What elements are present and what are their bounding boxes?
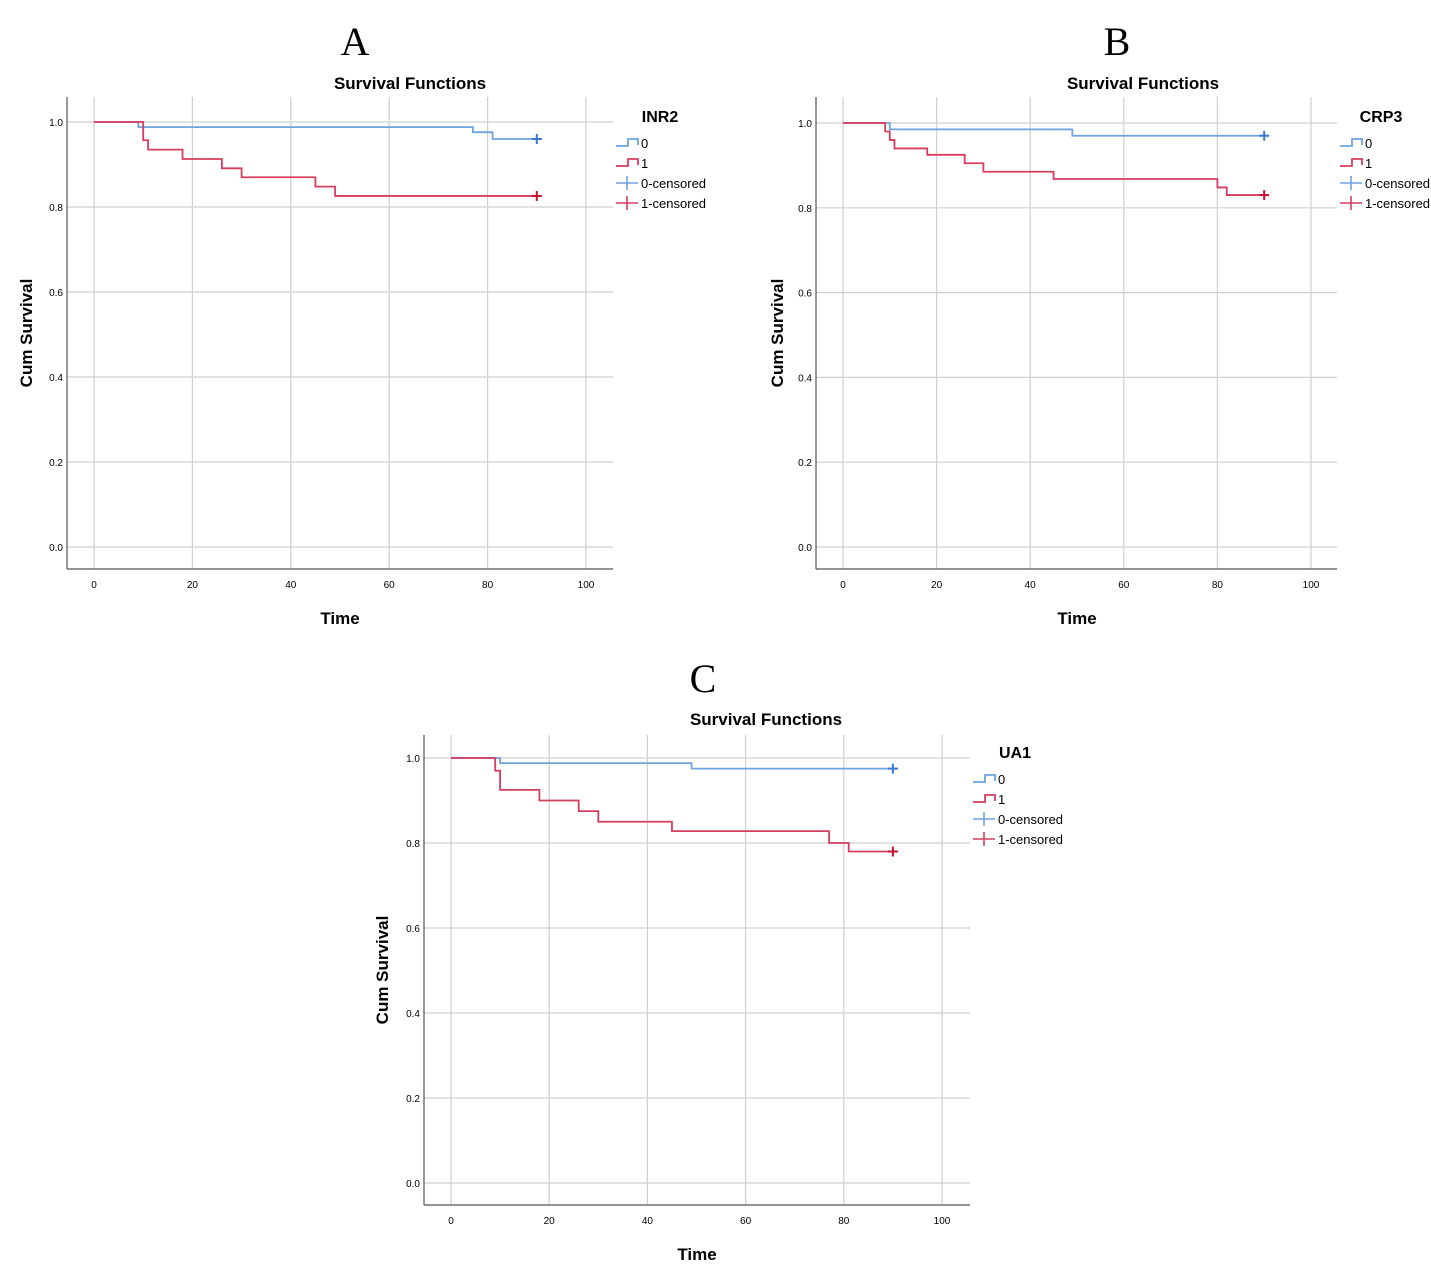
y-tick-label: 0.2 <box>49 458 63 469</box>
x-axis-label: Time <box>1057 609 1096 628</box>
chart-title: Survival Functions <box>1067 74 1219 93</box>
legend-title: CRP3 <box>1360 109 1403 126</box>
legend-label: 1-censored <box>998 832 1063 847</box>
legend-label: 1 <box>998 792 1005 807</box>
x-tick-label: 80 <box>1212 580 1224 591</box>
y-tick-label: 0.6 <box>49 288 63 299</box>
x-tick-label: 20 <box>931 580 943 591</box>
x-tick-label: 60 <box>1118 580 1130 591</box>
legend-title: INR2 <box>642 109 679 126</box>
y-tick-label: 0.2 <box>798 458 812 469</box>
survival-line-group-0 <box>451 757 893 770</box>
panel-b: B Survival Functions 0 20 40 60 80 1000.00.20… <box>768 19 1430 628</box>
y-tick-label: 0.0 <box>49 543 63 554</box>
survival-line-group-1 <box>451 757 893 853</box>
y-tick-label: 1.0 <box>406 754 420 765</box>
legend: CRP3 0 1 0-censored 1-censored <box>1340 109 1430 211</box>
legend-label: 1-censored <box>1365 196 1430 211</box>
x-tick-label: 40 <box>1025 580 1037 591</box>
x-tick-label: 60 <box>384 580 396 591</box>
survival-line-group-1 <box>843 122 1265 196</box>
survival-line-group-0 <box>94 121 537 140</box>
legend-symbol-line <box>1340 158 1363 167</box>
legend-symbol-line <box>973 794 996 803</box>
legend: UA1 0 1 0-censored 1-censored <box>973 745 1063 847</box>
x-tick-label: 100 <box>934 1216 951 1227</box>
x-tick-label: 40 <box>642 1216 654 1227</box>
y-tick-label: 0.4 <box>798 373 812 384</box>
legend-label: 1-censored <box>641 196 706 211</box>
x-tick-label: 80 <box>838 1216 850 1227</box>
y-tick-label: 0.4 <box>49 373 63 384</box>
legend-symbol-line <box>1340 138 1363 147</box>
survival-line-group-0 <box>843 122 1265 137</box>
y-tick-label: 0.2 <box>406 1094 420 1105</box>
y-axis-label: Cum Survival <box>17 279 36 388</box>
x-tick-label: 0 <box>91 580 97 591</box>
y-tick-label: 0.8 <box>798 204 812 215</box>
legend-title: UA1 <box>999 745 1031 762</box>
panel-letter: B <box>1104 19 1131 64</box>
legend-symbol-line <box>616 138 639 147</box>
censor-mark-group-0 <box>531 134 542 144</box>
x-axis-label: Time <box>677 1245 716 1264</box>
legend-label: 0 <box>998 772 1005 787</box>
legend-label: 0 <box>1365 136 1372 151</box>
y-axis-label: Cum Survival <box>373 916 392 1025</box>
x-tick-label: 80 <box>482 580 494 591</box>
x-axis-label: Time <box>320 609 359 628</box>
y-tick-label: 0.0 <box>406 1179 420 1190</box>
chart-title: Survival Functions <box>690 710 842 729</box>
legend-symbol-line <box>973 774 996 783</box>
legend-label: 0-censored <box>998 812 1063 827</box>
legend-label: 0 <box>641 136 648 151</box>
panel-letter: C <box>690 656 717 701</box>
x-tick-label: 20 <box>187 580 199 591</box>
y-tick-label: 1.0 <box>49 118 63 129</box>
x-tick-label: 20 <box>544 1216 556 1227</box>
x-tick-label: 40 <box>285 580 297 591</box>
y-tick-label: 0.4 <box>406 1009 420 1020</box>
y-tick-label: 1.0 <box>798 119 812 130</box>
legend-symbol-line <box>616 158 639 167</box>
plot-area: 0 20 40 60 80 100 0.0 0.2 0.4 0.6 0.8 1.0 <box>49 97 613 591</box>
x-tick-label: 0 <box>448 1216 454 1227</box>
panel-c: C Survival Functions 0 20 40 60 80 1000.00.20… <box>373 656 1063 1264</box>
y-tick-label: 0.6 <box>406 924 420 935</box>
x-tick-label: 100 <box>1303 580 1320 591</box>
y-tick-label: 0.0 <box>798 543 812 554</box>
plot-area: 0 20 40 60 80 100 0.0 0.2 0.4 0.6 0.8 1.0 <box>406 735 970 1227</box>
x-tick-label: 100 <box>578 580 595 591</box>
censor-mark-group-1 <box>1259 190 1270 201</box>
y-tick-label: 0.6 <box>798 289 812 300</box>
chart-title: Survival Functions <box>334 74 486 93</box>
panel-letter: A <box>341 19 370 64</box>
legend-label: 1 <box>1365 156 1372 171</box>
y-tick-label: 0.8 <box>406 839 420 850</box>
censor-mark-group-1 <box>531 190 542 201</box>
censor-mark-group-0 <box>1259 130 1270 141</box>
legend-label: 0-censored <box>1365 176 1430 191</box>
censor-mark-group-1 <box>887 846 898 857</box>
x-tick-label: 60 <box>740 1216 752 1227</box>
panel-a: A Survival Functions 0 20 40 60 80 1000.00.20… <box>17 19 706 628</box>
y-axis-label: Cum Survival <box>768 279 787 388</box>
survival-line-group-1 <box>94 121 537 197</box>
censor-mark-group-0 <box>887 763 898 774</box>
legend-label: 1 <box>641 156 648 171</box>
legend-label: 0-censored <box>641 176 706 191</box>
legend: INR2 0 1 0-censored 1-censored <box>616 109 706 211</box>
y-tick-label: 0.8 <box>49 203 63 214</box>
x-tick-label: 0 <box>840 580 846 591</box>
plot-area: 0 20 40 60 80 100 0.0 0.2 0.4 0.6 0.8 1.0 <box>798 97 1337 591</box>
